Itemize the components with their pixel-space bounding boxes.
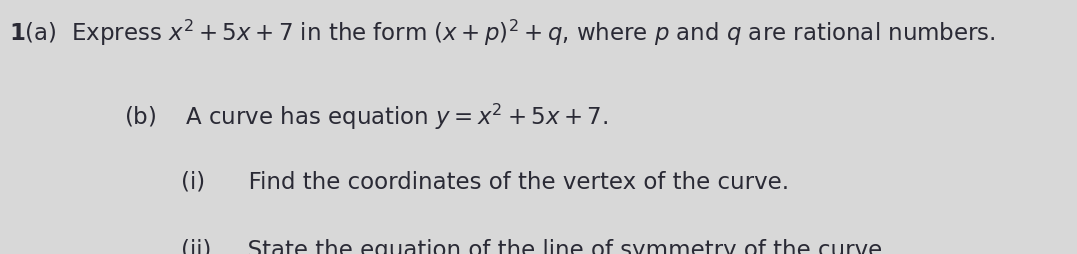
Text: $\bf{1}$(a)  Express $x^2 + 5x + 7$ in the form $(x + p)^2 + q$, where $p$ and $: $\bf{1}$(a) Express $x^2 + 5x + 7$ in th… [9, 18, 995, 48]
Text: (b)    A curve has equation $y = x^2 + 5x + 7$.: (b) A curve has equation $y = x^2 + 5x +… [124, 102, 609, 132]
Text: (ii)     State the equation of the line of symmetry of the curve.: (ii) State the equation of the line of s… [181, 239, 890, 254]
Text: (i)      Find the coordinates of the vertex of the curve.: (i) Find the coordinates of the vertex o… [181, 170, 789, 193]
